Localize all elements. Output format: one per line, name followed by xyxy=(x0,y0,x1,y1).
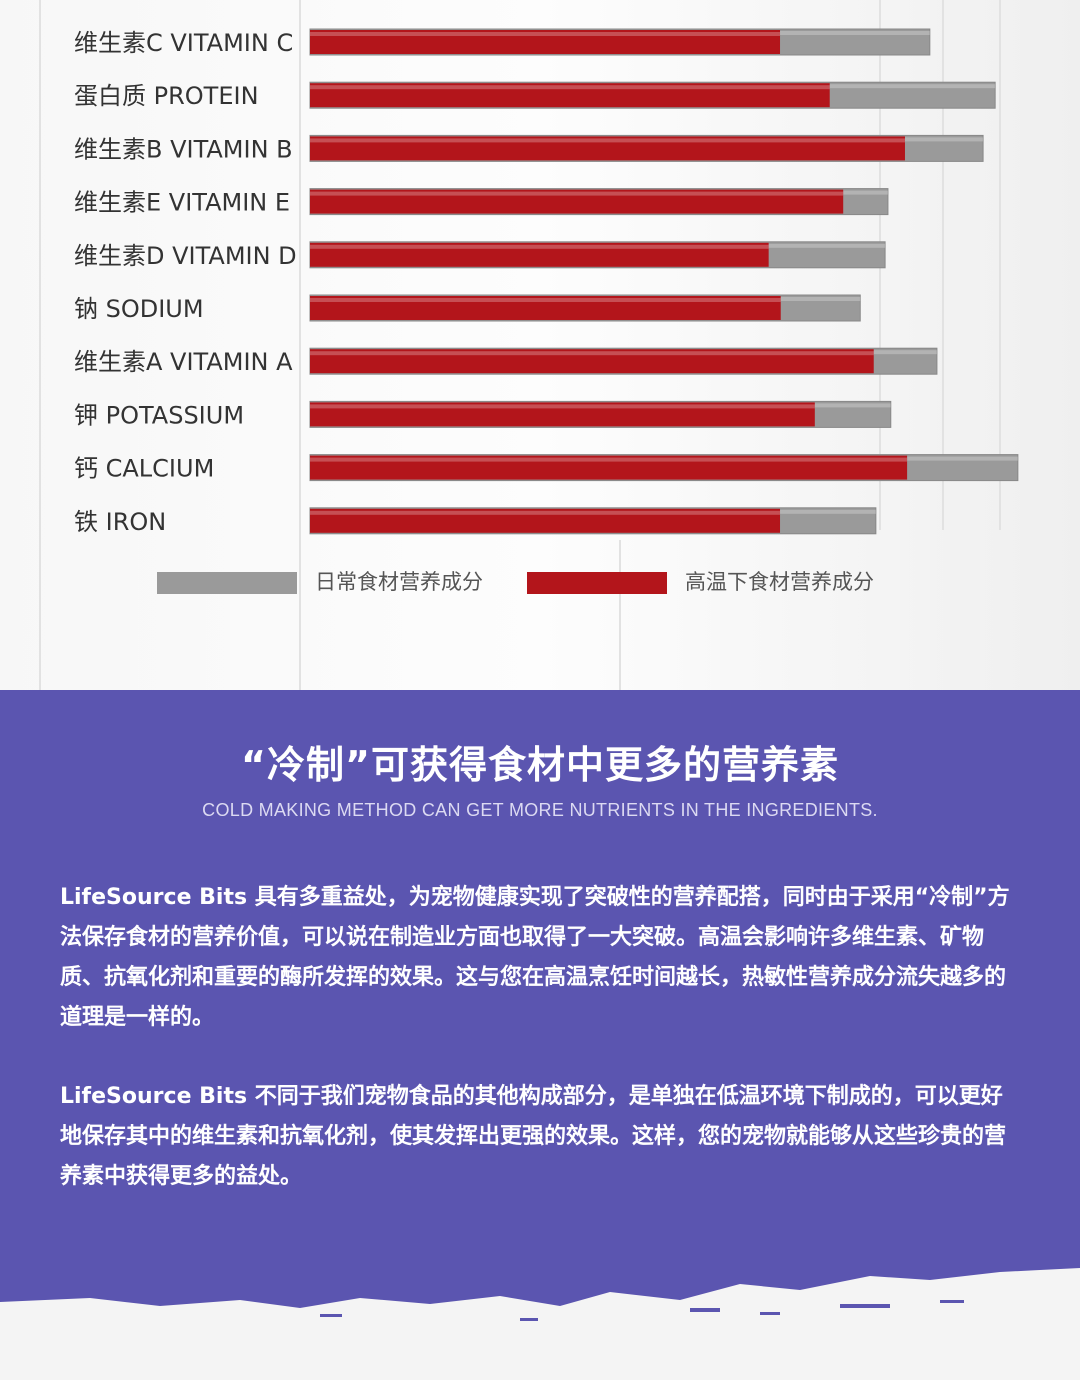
category-label: 维生素E VITAMIN E xyxy=(74,189,290,217)
brush-specks xyxy=(320,1300,964,1321)
bar-shine xyxy=(310,457,908,462)
bar xyxy=(310,30,781,54)
bar xyxy=(310,136,905,161)
bar-shine xyxy=(310,510,781,515)
bar xyxy=(310,508,781,533)
legend-swatch xyxy=(527,572,667,594)
category-label: 钠 SODIUM xyxy=(74,295,204,323)
purple-panel xyxy=(0,690,1080,1308)
bar-shine xyxy=(310,351,874,356)
bar xyxy=(310,455,908,480)
bar-shine xyxy=(310,298,781,302)
category-label: 维生素C VITAMIN C xyxy=(74,29,293,57)
category-label: 钾 POTASSIUM xyxy=(74,401,244,429)
bar-shine xyxy=(310,244,769,249)
legend-label: 高温下食材营养成分 xyxy=(685,570,874,594)
bar-shine xyxy=(310,404,815,409)
bar-shine xyxy=(310,191,844,196)
bar-shine xyxy=(310,138,905,143)
bar-shine xyxy=(310,85,830,90)
category-label: 铁 IRON xyxy=(74,508,166,536)
category-label: 维生素B VITAMIN B xyxy=(74,135,293,163)
category-label: 维生素D VITAMIN D xyxy=(74,242,297,270)
category-label: 维生素A VITAMIN A xyxy=(74,348,293,376)
bar xyxy=(310,242,769,267)
bar xyxy=(310,349,874,374)
bar xyxy=(310,189,844,214)
legend-swatch xyxy=(157,572,297,594)
heading: “冷制”可获得食材中更多的营养素 xyxy=(241,743,839,787)
category-label: 蛋白质 PROTEIN xyxy=(74,82,259,110)
bar xyxy=(310,83,830,108)
bar-shine xyxy=(310,32,781,36)
category-label: 钙 CALCIUM xyxy=(74,455,214,483)
bar xyxy=(310,402,815,427)
subheading: COLD MAKING METHOD CAN GET MORE NUTRIENT… xyxy=(202,800,878,820)
paragraph: LifeSource Bits 具有多重益处，为宠物健康实现了突破性的营养配搭，… xyxy=(60,885,1010,1030)
legend-label: 日常食材营养成分 xyxy=(315,570,483,594)
paragraph: LifeSource Bits 不同于我们宠物食品的其他构成部分，是单独在低温环… xyxy=(60,1084,1007,1189)
bar xyxy=(310,296,781,320)
